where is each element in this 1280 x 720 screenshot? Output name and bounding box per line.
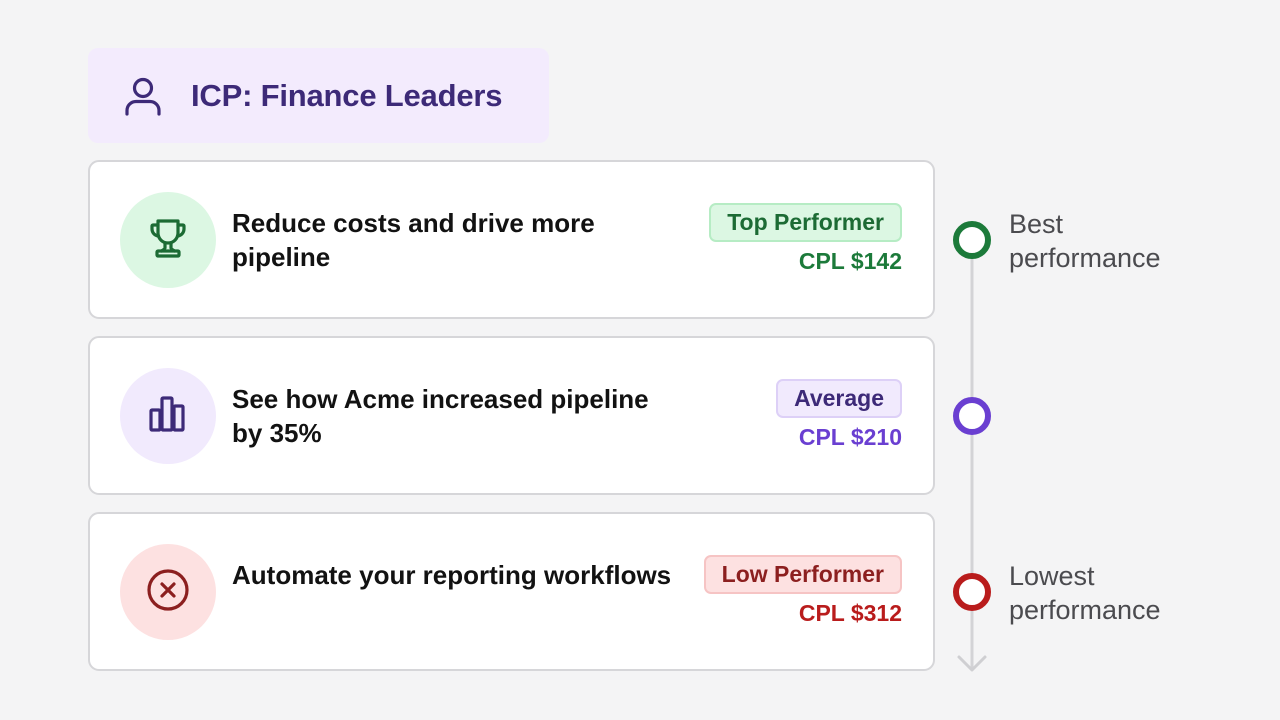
user-icon xyxy=(122,75,164,117)
card-message: See how Acme increased pipeline by 35% xyxy=(232,384,649,448)
scale-marker-best xyxy=(953,221,991,259)
scale-marker-lowest xyxy=(953,573,991,611)
card-performance: Low Performer CPL $312 xyxy=(703,555,902,627)
message-card-average[interactable]: See how Acme increased pipeline by 35% A… xyxy=(88,336,935,495)
scale-marker-average xyxy=(953,397,991,435)
x-circle-icon xyxy=(145,567,191,618)
icp-header: ICP: Finance Leaders xyxy=(88,48,549,143)
card-message: Automate your reporting workflows xyxy=(232,560,672,590)
performance-tag: Average xyxy=(776,379,902,418)
card-message: Reduce costs and drive more pipeline xyxy=(232,208,595,272)
trophy-icon xyxy=(146,216,190,265)
icp-title: ICP: Finance Leaders xyxy=(191,77,503,113)
bar-chart-badge xyxy=(120,368,216,464)
best-performance-text: Best performance xyxy=(1009,209,1161,273)
cpl-value: CPL $312 xyxy=(798,600,902,626)
card-performance: Top Performer CPL $142 xyxy=(709,203,902,275)
lowest-performance-text: Lowest performance xyxy=(1009,561,1161,625)
message-card-top[interactable]: Reduce costs and drive more pipeline Top… xyxy=(88,160,935,319)
bar-chart-icon xyxy=(146,392,190,441)
best-performance-label: Best performance xyxy=(1009,207,1161,275)
lowest-performance-label: Lowest performance xyxy=(1009,559,1161,627)
message-card-low[interactable]: Automate your reporting workflows Low Pe… xyxy=(88,512,935,671)
x-circle-badge xyxy=(120,544,216,640)
cpl-value: CPL $142 xyxy=(798,248,902,274)
performance-tag: Low Performer xyxy=(703,555,902,594)
cpl-value: CPL $210 xyxy=(798,424,902,450)
performance-tag: Top Performer xyxy=(709,203,902,242)
trophy-badge xyxy=(120,192,216,288)
arrow-down-icon xyxy=(957,655,987,672)
card-performance: Average CPL $210 xyxy=(776,379,902,451)
